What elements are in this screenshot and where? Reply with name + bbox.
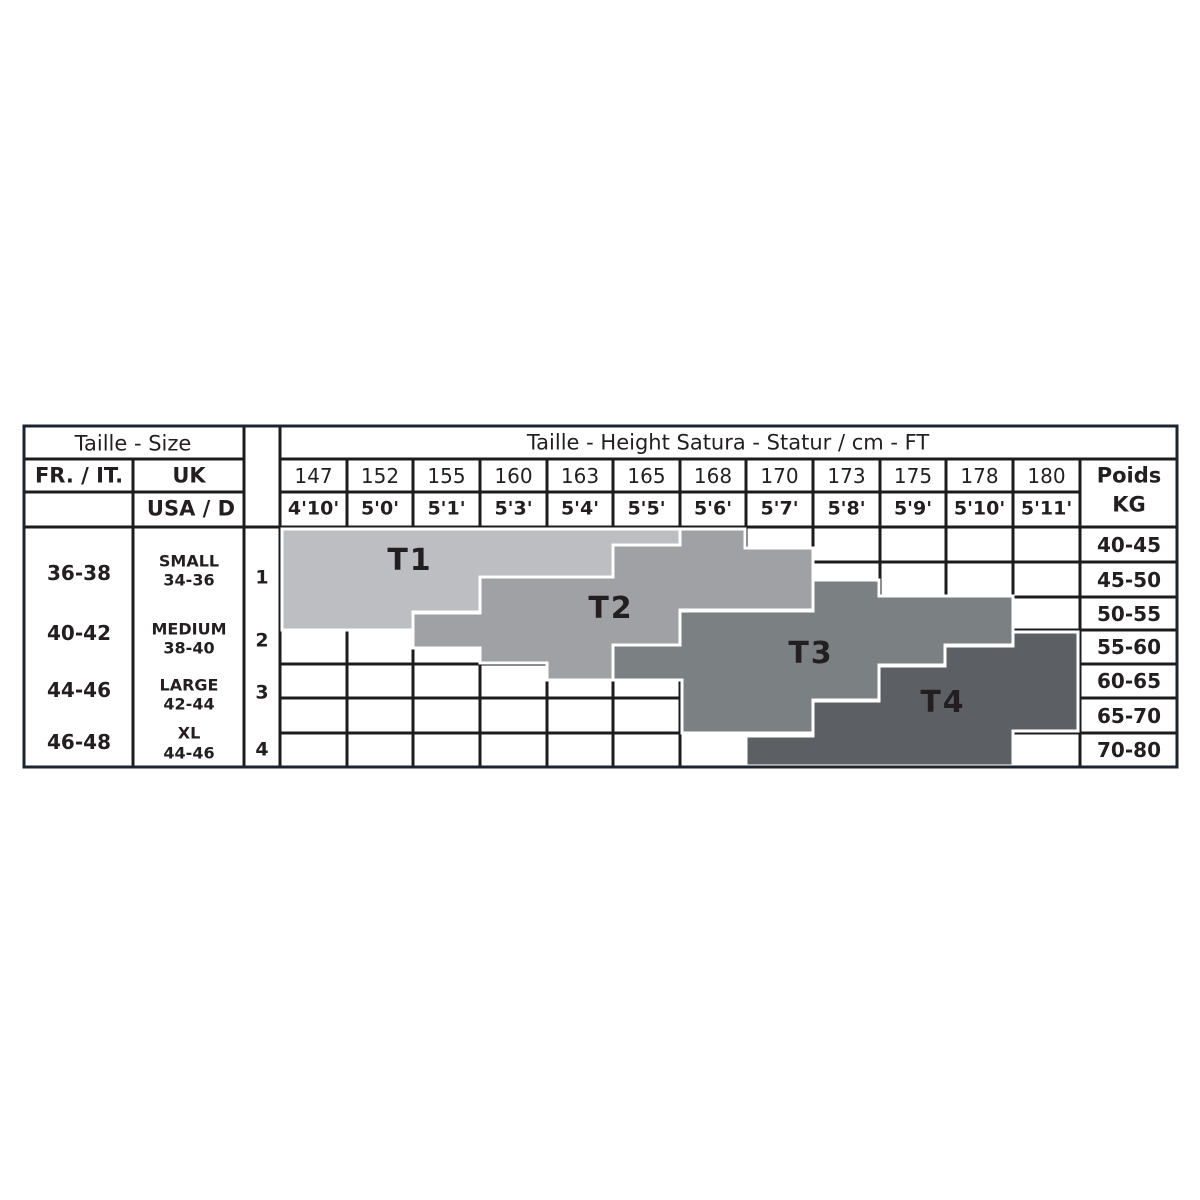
weight-kg-label: 55-60 (1097, 635, 1161, 659)
size-uk-name: MEDIUM (151, 619, 227, 639)
size-uk-range: 38-40 (163, 638, 215, 658)
size-title: Taille - Size (74, 431, 192, 456)
size-uk-range: 42-44 (163, 694, 215, 714)
weight-header-poids: Poids (1096, 463, 1162, 488)
height-cm-label: 152 (360, 464, 400, 488)
weight-kg-label: 50-55 (1097, 601, 1161, 626)
height-cm-label: 175 (893, 464, 933, 488)
size-fr-it-label: 36-38 (47, 561, 111, 585)
height-ft-label: 5'9' (893, 497, 933, 520)
zone-label: T2 (588, 591, 634, 626)
weight-header-kg: KG (1112, 492, 1146, 517)
size-number: 4 (255, 738, 269, 761)
size-uk-range: 44-46 (163, 743, 215, 763)
height-ft-label: 5'8' (827, 497, 866, 520)
zone-label: T1 (387, 543, 433, 578)
zone-label: T4 (920, 685, 966, 720)
zone-label: T3 (788, 636, 834, 671)
height-ft-label: 5'6' (693, 497, 733, 520)
height-ft-label: 4'10' (287, 497, 340, 520)
height-cm-label: 180 (1027, 464, 1066, 488)
height-cm-label: 160 (494, 464, 533, 488)
size-uk-name: SMALL (158, 551, 220, 571)
height-ft-label: 5'7' (760, 497, 799, 520)
size-uk-name: LARGE (159, 675, 219, 695)
height-ft-label: 5'4' (560, 497, 600, 520)
fr-it-header: FR. / IT. (34, 463, 124, 488)
height-cm-label: 165 (627, 464, 666, 488)
height-ft-label: 5'10' (953, 497, 1006, 520)
height-ft-label: 5'11' (1020, 497, 1073, 520)
height-cm-label: 163 (560, 464, 600, 488)
height-cm-label: 147 (294, 464, 333, 488)
weight-kg-label: 70-80 (1097, 738, 1161, 762)
zone-t4 (744, 630, 1080, 768)
weight-kg-label: 40-45 (1097, 532, 1161, 557)
usa-d-header: USA / D (146, 496, 236, 521)
weight-kg-label: 60-65 (1097, 669, 1161, 693)
height-ft-label: 5'1' (427, 497, 466, 520)
height-title: Taille - Height Satura - Statur / cm - F… (526, 430, 930, 455)
height-cm-label: 178 (960, 464, 999, 488)
height-cm-label: 170 (760, 464, 799, 488)
size-number: 2 (255, 629, 269, 652)
uk-header: UK (172, 463, 206, 488)
zone-t2 (411, 527, 815, 682)
height-cm-label: 155 (427, 464, 466, 488)
height-cm-label: 168 (693, 464, 733, 488)
size-fr-it-label: 44-46 (47, 678, 111, 702)
height-cm-label: 173 (827, 464, 866, 488)
weight-kg-label: 65-70 (1097, 703, 1161, 728)
weight-kg-label: 45-50 (1097, 567, 1161, 592)
size-fr-it-label: 46-48 (47, 730, 111, 754)
height-ft-label: 5'3' (494, 497, 533, 520)
size-number: 1 (255, 566, 269, 589)
height-ft-label: 5'5' (627, 497, 666, 520)
size-uk-name: XL (177, 723, 201, 743)
height-ft-label: 5'0' (360, 497, 400, 520)
size-number: 3 (255, 681, 269, 704)
size-fr-it-label: 40-42 (47, 621, 111, 645)
size-uk-range: 34-36 (163, 570, 215, 590)
outer-border (22, 424, 1179, 769)
